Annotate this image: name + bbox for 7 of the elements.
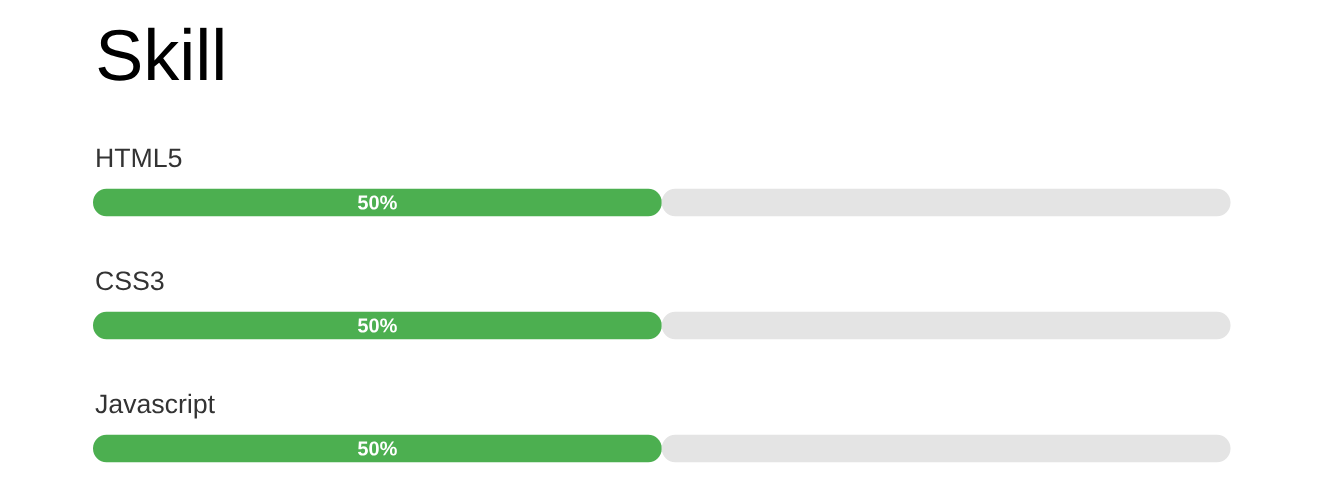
- y-tick-label: CSS3: [96, 271, 164, 291]
- chart-title: Skill: [98, 27, 223, 81]
- data-label: 50%: [357, 441, 397, 456]
- y-tick-label: HTML5: [97, 148, 182, 168]
- data-label: 50%: [357, 195, 397, 210]
- data-label: 50%: [357, 318, 397, 333]
- y-tick-label: Javascript: [95, 393, 215, 419]
